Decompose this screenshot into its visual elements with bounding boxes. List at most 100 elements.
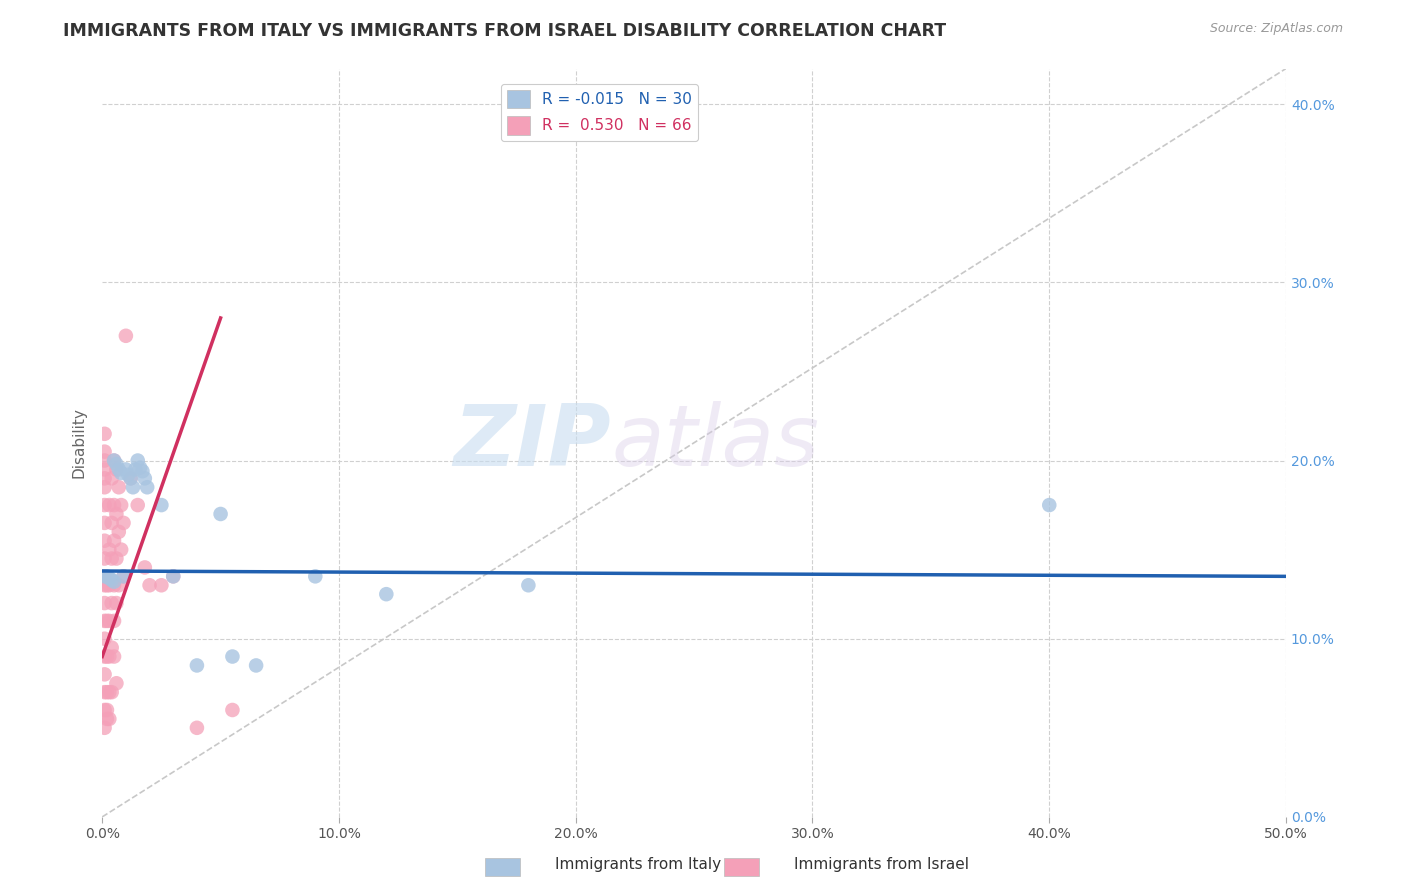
Text: Immigrants from Italy: Immigrants from Italy [555, 857, 721, 872]
Point [93, 426, 115, 441]
Text: atlas: atlas [612, 401, 820, 484]
Point [517, 578, 540, 592]
Point [100, 685, 122, 699]
Point [134, 471, 156, 485]
Text: Source: ZipAtlas.com: Source: ZipAtlas.com [1209, 22, 1343, 36]
Point [105, 507, 128, 521]
Point [93, 569, 115, 583]
Point [96, 614, 118, 628]
Point [100, 573, 122, 587]
Point [209, 507, 232, 521]
Point [98, 571, 121, 585]
Point [127, 498, 149, 512]
Point [98, 712, 121, 726]
Point [93, 578, 115, 592]
Point [96, 712, 118, 726]
Point [122, 480, 145, 494]
Point [93, 453, 115, 467]
Point [107, 578, 129, 592]
Point [107, 462, 129, 476]
Point [93, 471, 115, 485]
Point [93, 462, 115, 476]
Point [115, 462, 138, 476]
Point [98, 542, 121, 557]
Point [93, 632, 115, 646]
Point [100, 471, 122, 485]
Point [304, 569, 326, 583]
Point [96, 703, 118, 717]
Legend: R = -0.015   N = 30, R =  0.530   N = 66: R = -0.015 N = 30, R = 0.530 N = 66 [501, 84, 697, 141]
Point [93, 685, 115, 699]
Point [110, 542, 132, 557]
Point [96, 578, 118, 592]
Point [100, 596, 122, 610]
Point [150, 578, 173, 592]
Point [93, 614, 115, 628]
Point [134, 560, 156, 574]
Text: Immigrants from Israel: Immigrants from Israel [794, 857, 969, 872]
Point [186, 658, 208, 673]
Point [93, 480, 115, 494]
Point [221, 649, 243, 664]
Point [103, 578, 125, 592]
Point [93, 596, 115, 610]
Point [100, 516, 122, 530]
Point [115, 328, 138, 343]
Point [150, 498, 173, 512]
Point [103, 453, 125, 467]
Point [98, 649, 121, 664]
Point [98, 578, 121, 592]
Point [131, 464, 153, 478]
Point [120, 471, 142, 485]
Point [93, 516, 115, 530]
Point [98, 498, 121, 512]
Point [93, 667, 115, 681]
Point [93, 703, 115, 717]
Point [100, 640, 122, 655]
Point [107, 480, 129, 494]
Point [103, 574, 125, 589]
Point [96, 685, 118, 699]
Point [100, 551, 122, 566]
Point [162, 569, 184, 583]
Point [103, 533, 125, 548]
Point [112, 569, 135, 583]
Point [96, 569, 118, 583]
Text: ZIP: ZIP [454, 401, 612, 484]
Point [103, 614, 125, 628]
Point [112, 516, 135, 530]
Point [112, 569, 135, 583]
Point [98, 614, 121, 628]
Point [375, 587, 398, 601]
Point [93, 533, 115, 548]
Point [124, 462, 146, 476]
Point [105, 462, 128, 476]
Point [1038, 498, 1060, 512]
Point [93, 649, 115, 664]
Point [186, 721, 208, 735]
Y-axis label: Disability: Disability [72, 408, 86, 478]
Point [93, 551, 115, 566]
Point [120, 471, 142, 485]
Point [93, 569, 115, 583]
Point [98, 685, 121, 699]
Text: IMMIGRANTS FROM ITALY VS IMMIGRANTS FROM ISRAEL DISABILITY CORRELATION CHART: IMMIGRANTS FROM ITALY VS IMMIGRANTS FROM… [63, 22, 946, 40]
Point [105, 596, 128, 610]
Point [221, 703, 243, 717]
Point [127, 453, 149, 467]
Point [103, 453, 125, 467]
Point [96, 649, 118, 664]
Point [162, 569, 184, 583]
Point [93, 721, 115, 735]
Point [105, 551, 128, 566]
Point [93, 444, 115, 458]
Point [93, 498, 115, 512]
Point [105, 457, 128, 471]
Point [103, 498, 125, 512]
Point [110, 466, 132, 480]
Point [136, 480, 159, 494]
Point [105, 676, 128, 690]
Point [103, 649, 125, 664]
Point [117, 467, 139, 482]
Point [129, 460, 152, 475]
